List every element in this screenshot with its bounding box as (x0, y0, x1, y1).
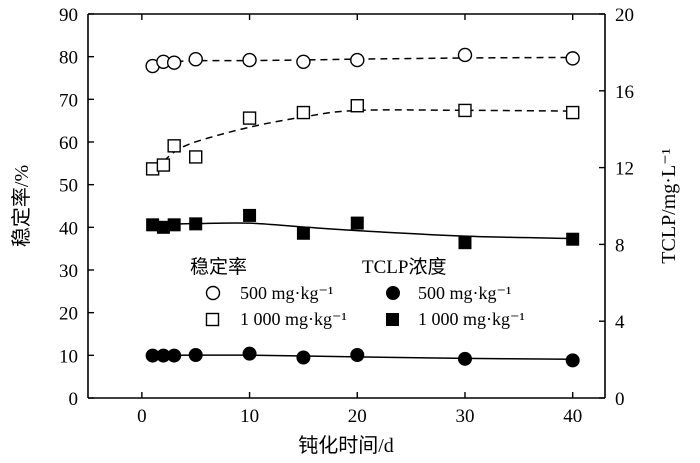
legend-head-tclp: TCLP浓度 (362, 256, 446, 278)
data-point-filled-square (350, 216, 364, 230)
x-tick-label: 10 (240, 406, 259, 427)
data-point-open-circle (188, 52, 203, 67)
y-right-tick-label: 20 (615, 5, 634, 26)
legend: 稳定率 TCLP浓度 500 mg·kg⁻¹ 500 mg·kg⁻¹ 1 000… (190, 256, 525, 329)
data-point-open-square (350, 99, 364, 113)
y-right-tick-label: 0 (615, 389, 625, 410)
y-right-axis-title: TCLP/mg·L⁻¹ (658, 148, 680, 263)
data-point-filled-square (189, 217, 203, 231)
legend-head-stability: 稳定率 (190, 256, 247, 278)
data-point-filled-circle (188, 347, 203, 362)
y-right-tick-label: 16 (615, 82, 634, 103)
y-left-tick-label: 30 (59, 261, 78, 282)
legend-filled-square-marker (386, 313, 399, 326)
data-point-open-square (296, 105, 311, 120)
y-left-tick-label: 0 (69, 389, 79, 410)
data-point-filled-square (156, 220, 170, 234)
y-left-tick-label: 70 (59, 90, 78, 111)
data-point-filled-square (146, 218, 160, 232)
data-point-filled-square (458, 236, 472, 250)
ticks: 0 10 20 30 40 0 10 20 30 40 50 60 70 80 90 0 4 8 12 16 20 (59, 5, 634, 427)
data-point-filled-square (243, 208, 257, 222)
data-point-filled-circle (167, 348, 182, 363)
y-left-axis-title: 稳定率/% (10, 165, 33, 247)
x-axis-title: 钝化时间/d (298, 434, 394, 457)
y-right-tick-label: 8 (615, 235, 625, 256)
data-point-open-square (458, 103, 472, 118)
data-point-open-square (167, 139, 181, 153)
legend-filled-circle-marker (386, 286, 400, 300)
data-point-open-circle (296, 54, 311, 69)
series-1-trend-line (152, 109, 573, 166)
y-left-tick-label: 60 (59, 133, 78, 154)
data-point-filled-circle (242, 346, 257, 361)
markers (145, 47, 580, 368)
data-point-open-square (242, 111, 257, 125)
data-point-open-square (156, 158, 171, 172)
data-point-filled-circle (350, 347, 365, 362)
y-left-tick-label: 20 (59, 304, 78, 325)
data-point-filled-circle (565, 353, 580, 368)
y-left-tick-label: 90 (59, 5, 78, 26)
data-point-open-square (189, 150, 203, 164)
y-left-tick-label: 50 (59, 176, 78, 197)
x-tick-label: 0 (137, 406, 147, 427)
data-point-open-circle (242, 52, 257, 68)
data-point-filled-circle (457, 351, 472, 366)
data-point-filled-circle (296, 350, 311, 365)
legend-label-500-tclp: 500 mg·kg⁻¹ (418, 283, 511, 303)
y-right-tick-label: 4 (615, 312, 625, 333)
y-left-tick-label: 10 (59, 346, 78, 367)
data-point-open-circle (565, 51, 580, 66)
legend-open-square-marker (205, 312, 220, 327)
data-point-open-square (565, 105, 580, 120)
data-point-open-circle (457, 47, 473, 63)
y-left-tick-label: 40 (59, 218, 78, 239)
x-tick-label: 40 (563, 406, 582, 427)
data-point-filled-square (167, 218, 181, 232)
legend-label-1000-tclp: 1 000 mg·kg⁻¹ (418, 309, 525, 329)
data-point-open-circle (350, 52, 365, 68)
legend-open-circle-marker (205, 285, 221, 301)
y-left-tick-label: 80 (59, 48, 78, 69)
x-tick-label: 20 (348, 406, 367, 427)
legend-label-1000-stability: 1 000 mg·kg⁻¹ (240, 309, 347, 329)
x-tick-label: 30 (455, 406, 474, 427)
y-right-tick-label: 12 (615, 159, 634, 180)
legend-label-500-stability: 500 mg·kg⁻¹ (240, 283, 333, 303)
data-point-filled-square (296, 226, 310, 240)
data-point-filled-square (566, 232, 580, 246)
data-point-open-circle (166, 55, 182, 70)
